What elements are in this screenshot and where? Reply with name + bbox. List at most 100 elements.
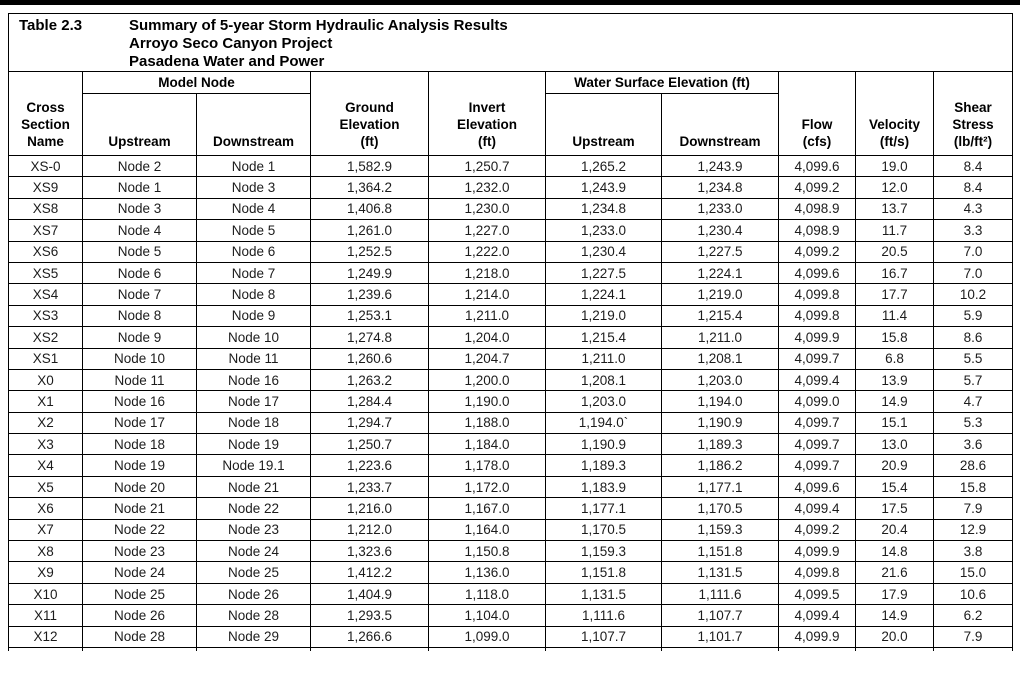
cell-ground_elevation_ft: 1,216.0: [310, 497, 429, 520]
cell-wse_upstream_ft: 1,177.1: [545, 497, 662, 520]
table-row: XS2 Node 9 Node 10 1,274.8 1,204.0 1,215.4 1,2…: [8, 326, 1014, 349]
cell-node_downstream: Node 19.1: [196, 454, 311, 477]
page-top-rule: [0, 0, 1020, 5]
cell-cross_section_name: X11: [8, 604, 83, 627]
cell-ground_elevation_ft: 1,582.9: [310, 154, 429, 178]
cell-node_upstream: Node 7: [82, 283, 197, 306]
title-line-2: Arroyo Seco Canyon Project: [129, 35, 333, 52]
cell-shear_stress_lb_ft2: 7.0: [932, 240, 1014, 263]
cell-wse_upstream_ft: 1,227.5: [545, 261, 662, 285]
cell-wse_upstream_ft: 1,107.7: [545, 625, 662, 648]
cell-wse_upstream_ft: 1,234.8: [545, 197, 662, 221]
cell-wse_downstream_ft: 1,233.0: [661, 197, 779, 221]
cell-shear_stress_lb_ft2: 3.8: [932, 540, 1014, 563]
cell-cross_section_name: XS9: [8, 176, 83, 199]
cell-invert_elevation_ft: 1,167.0: [428, 497, 546, 520]
cell-node_downstream: Node 10: [196, 326, 311, 349]
cell-wse_upstream_ft: 1,224.1: [545, 283, 662, 306]
cell-node_downstream: Node 4: [196, 197, 311, 221]
cell-node_upstream: Node 11: [82, 368, 197, 392]
table-row: XS6 Node 5 Node 6 1,252.5 1,222.0 1,230.4 1,22…: [8, 240, 1014, 263]
cell-cross_section_name: XS5: [8, 261, 83, 285]
cell-node_downstream: Node 24: [196, 540, 311, 563]
table-row: XS7 Node 4 Node 5 1,261.0 1,227.0 1,233.0 1,23…: [8, 219, 1014, 242]
cell-node_downstream: Node 22: [196, 497, 311, 520]
cell-cross_section_name: X4: [8, 454, 83, 477]
cell-node_upstream: Node 19: [82, 454, 197, 477]
cutoff-row-stub: [8, 646, 1014, 652]
cell-node_downstream: Node 28: [196, 604, 311, 627]
cell-node_downstream: Node 8: [196, 283, 311, 306]
cell-wse_downstream_ft: 1,190.9: [661, 411, 779, 435]
cell-shear_stress_lb_ft2: 7.9: [932, 625, 1014, 648]
cell-invert_elevation_ft: 1,164.0: [428, 518, 546, 542]
col-header-ground-elevation: Ground Elevation (ft): [310, 71, 429, 156]
cell-velocity_ft_s: 17.5: [855, 497, 934, 520]
col-header-invert-elevation: Invert Elevation (ft): [428, 71, 546, 156]
cell-wse_downstream_ft: 1,151.8: [661, 540, 779, 563]
cell-ground_elevation_ft: 1,274.8: [310, 326, 429, 349]
cell-ground_elevation_ft: 1,364.2: [310, 176, 429, 199]
cell-invert_elevation_ft: 1,200.0: [428, 368, 546, 392]
cell-ground_elevation_ft: 1,404.9: [310, 582, 429, 606]
cell-shear_stress_lb_ft2: 6.2: [932, 604, 1014, 627]
cell-wse_downstream_ft: 1,194.0: [661, 390, 779, 413]
table-row: X0 Node 11 Node 16 1,263.2 1,200.0 1,208.1 1,2…: [8, 368, 1014, 392]
cell-node_upstream: Node 3: [82, 197, 197, 221]
cell-shear_stress_lb_ft2: 15.8: [932, 475, 1014, 499]
cutoff-cell: [82, 646, 197, 652]
col-header-wse-downstream: Downstream: [661, 93, 779, 156]
cell-shear_stress_lb_ft2: 8.4: [932, 154, 1014, 178]
cell-node_downstream: Node 19: [196, 433, 311, 456]
hydraulic-results-table: Table 2.3 Summary of 5-year Storm Hydrau…: [7, 13, 1014, 652]
cell-ground_elevation_ft: 1,252.5: [310, 240, 429, 263]
cell-invert_elevation_ft: 1,118.0: [428, 582, 546, 606]
cell-wse_downstream_ft: 1,177.1: [661, 475, 779, 499]
cell-ground_elevation_ft: 1,239.6: [310, 283, 429, 306]
cell-ground_elevation_ft: 1,233.7: [310, 475, 429, 499]
cell-wse_upstream_ft: 1,265.2: [545, 154, 662, 178]
cell-ground_elevation_ft: 1,253.1: [310, 304, 429, 328]
cell-wse_upstream_ft: 1,211.0: [545, 347, 662, 370]
cutoff-cell: [661, 646, 779, 652]
cell-invert_elevation_ft: 1,218.0: [428, 261, 546, 285]
cell-flow_cfs: 4,099.5: [778, 582, 856, 606]
table-row: XS1 Node 10 Node 11 1,260.6 1,204.7 1,211.0 1,…: [8, 347, 1014, 370]
cell-shear_stress_lb_ft2: 8.6: [932, 326, 1014, 349]
cell-ground_elevation_ft: 1,284.4: [310, 390, 429, 413]
cell-shear_stress_lb_ft2: 5.5: [932, 347, 1014, 370]
cell-cross_section_name: X2: [8, 411, 83, 435]
cell-velocity_ft_s: 13.9: [855, 368, 934, 392]
table-row: X5 Node 20 Node 21 1,233.7 1,172.0 1,183.9 1,1…: [8, 475, 1014, 499]
cell-flow_cfs: 4,098.9: [778, 219, 856, 242]
cell-ground_elevation_ft: 1,406.8: [310, 197, 429, 221]
cell-invert_elevation_ft: 1,104.0: [428, 604, 546, 627]
cutoff-cell: [855, 646, 934, 652]
cell-node_downstream: Node 6: [196, 240, 311, 263]
cell-node_upstream: Node 18: [82, 433, 197, 456]
cell-ground_elevation_ft: 1,260.6: [310, 347, 429, 370]
cell-ground_elevation_ft: 1,294.7: [310, 411, 429, 435]
cell-node_downstream: Node 23: [196, 518, 311, 542]
table-row: XS8 Node 3 Node 4 1,406.8 1,230.0 1,234.8 1,23…: [8, 197, 1014, 221]
table-row: X12 Node 28 Node 29 1,266.6 1,099.0 1,107.7 1,…: [8, 625, 1014, 648]
cell-ground_elevation_ft: 1,412.2: [310, 561, 429, 584]
cell-invert_elevation_ft: 1,204.7: [428, 347, 546, 370]
cell-invert_elevation_ft: 1,136.0: [428, 561, 546, 584]
col-header-node-downstream: Downstream: [196, 93, 311, 156]
cell-flow_cfs: 4,099.2: [778, 240, 856, 263]
cell-shear_stress_lb_ft2: 4.7: [932, 390, 1014, 413]
cell-node_downstream: Node 25: [196, 561, 311, 584]
cell-invert_elevation_ft: 1,172.0: [428, 475, 546, 499]
cell-shear_stress_lb_ft2: 5.3: [932, 411, 1014, 435]
cell-flow_cfs: 4,099.9: [778, 326, 856, 349]
cell-flow_cfs: 4,099.8: [778, 283, 856, 306]
cell-wse_upstream_ft: 1,219.0: [545, 304, 662, 328]
hydraulic-results-table-container: Table 2.3 Summary of 5-year Storm Hydrau…: [7, 13, 1014, 652]
cell-wse_upstream_ft: 1,189.3: [545, 454, 662, 477]
cell-node_upstream: Node 5: [82, 240, 197, 263]
cell-cross_section_name: X5: [8, 475, 83, 499]
cell-node_upstream: Node 24: [82, 561, 197, 584]
cell-node_downstream: Node 9: [196, 304, 311, 328]
cutoff-cell: [545, 646, 662, 652]
